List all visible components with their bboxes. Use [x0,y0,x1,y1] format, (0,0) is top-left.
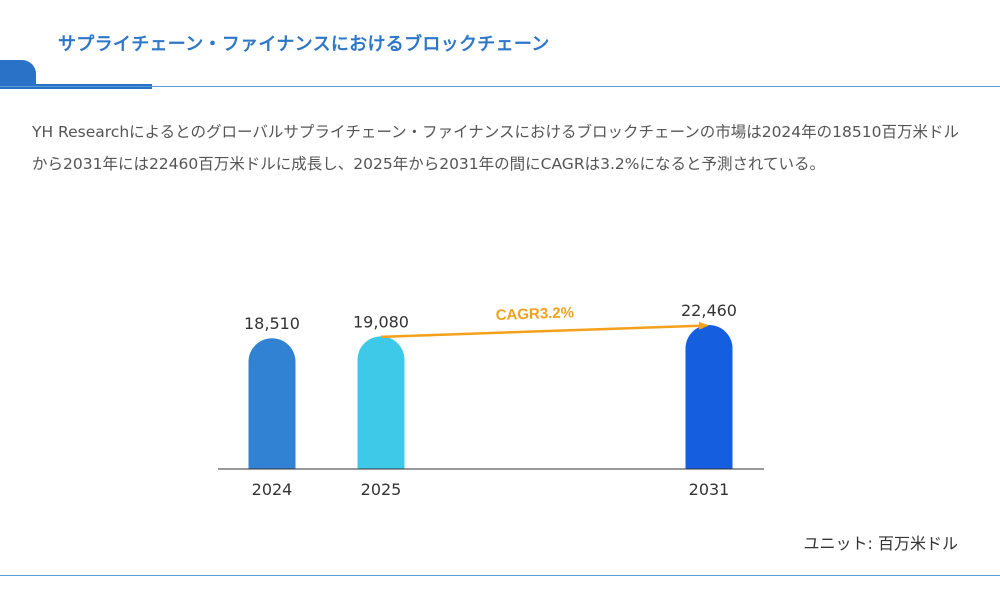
value-label-2031: 22,460 [681,301,737,320]
unit-label: ユニット: 百万米ドル [804,534,958,553]
value-label-2025: 19,080 [353,312,409,331]
cagr-arrow [380,321,709,339]
x-tick-label-2025: 2025 [361,480,402,499]
value-label-2024: 18,510 [244,314,300,333]
cagr-label: CAGR3.2% [495,304,574,324]
market-description: YH Researchによるとのグローバルサプライチェーン・ファイナンスにおける… [32,123,959,173]
header: サプライチェーン・ファイナンスにおけるブロックチェーン [0,0,1000,92]
title-tab-accent [0,60,36,84]
header-divider [0,86,1000,87]
x-tick-label-2031: 2031 [689,480,730,499]
bar-2031 [685,324,733,469]
bar-2024 [248,338,296,469]
x-tick-label-2024: 2024 [252,480,293,499]
page-title: サプライチェーン・ファイナンスにおけるブロックチェーン [58,34,550,55]
bar-2025 [357,336,405,469]
footer-divider [0,575,1000,576]
